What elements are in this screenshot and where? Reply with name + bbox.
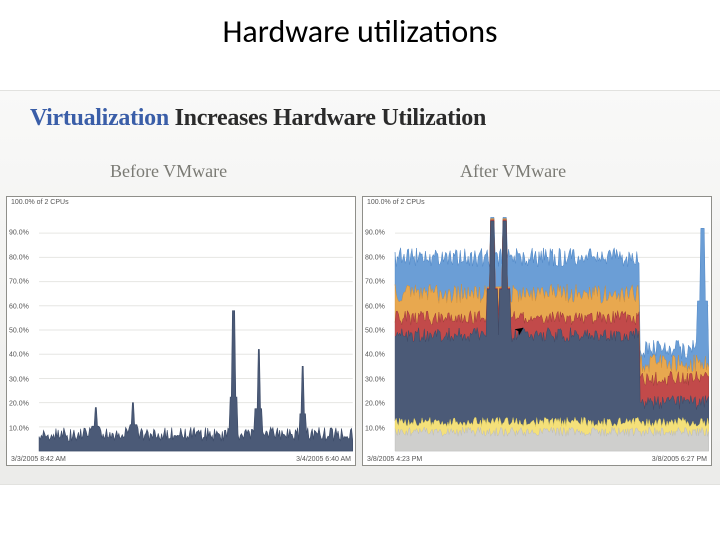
y-tick-label: 20.0% bbox=[365, 401, 385, 408]
y-tick-label: 30.0% bbox=[365, 376, 385, 383]
before-chart-svg bbox=[7, 197, 355, 465]
slide: Hardware utilizations Virtualization Inc… bbox=[0, 0, 720, 540]
y-tick-label: 80.0% bbox=[365, 254, 385, 261]
y-tick-label: 70.0% bbox=[9, 279, 29, 286]
y-tick-label: 10.0% bbox=[365, 425, 385, 432]
y-tick-label: 40.0% bbox=[9, 352, 29, 359]
after-chart-footer-right: 3/8/2005 6:27 PM bbox=[652, 456, 707, 463]
y-tick-label: 30.0% bbox=[9, 376, 29, 383]
before-chart: 100.0% of 2 CPUs 3/3/2005 8:42 AM 3/4/20… bbox=[6, 196, 356, 466]
y-tick-label: 90.0% bbox=[365, 230, 385, 237]
y-tick-label: 80.0% bbox=[9, 254, 29, 261]
y-tick-label: 50.0% bbox=[9, 328, 29, 335]
graphic-title: Virtualization Increases Hardware Utiliz… bbox=[30, 105, 486, 132]
graphic-area: Virtualization Increases Hardware Utiliz… bbox=[0, 90, 720, 485]
page-title: Hardware utilizations bbox=[0, 12, 720, 51]
before-chart-footer-right: 3/4/2005 6:40 AM bbox=[296, 456, 351, 463]
graphic-title-word: Virtualization bbox=[30, 105, 169, 131]
y-tick-label: 60.0% bbox=[9, 303, 29, 310]
graphic-title-word: Hardware Utilization bbox=[273, 105, 486, 131]
y-tick-label: 10.0% bbox=[9, 425, 29, 432]
y-tick-label: 70.0% bbox=[365, 279, 385, 286]
before-chart-header: 100.0% of 2 CPUs bbox=[11, 199, 69, 206]
y-tick-label: 90.0% bbox=[9, 230, 29, 237]
after-chart-footer-left: 3/8/2005 4:23 PM bbox=[367, 456, 422, 463]
before-label: Before VMware bbox=[110, 161, 227, 182]
y-tick-label: 60.0% bbox=[365, 303, 385, 310]
after-label: After VMware bbox=[460, 161, 566, 182]
y-tick-label: 20.0% bbox=[9, 401, 29, 408]
after-chart-header: 100.0% of 2 CPUs bbox=[367, 199, 425, 206]
before-chart-footer-left: 3/3/2005 8:42 AM bbox=[11, 456, 66, 463]
y-tick-label: 40.0% bbox=[365, 352, 385, 359]
y-tick-label: 50.0% bbox=[365, 328, 385, 335]
after-chart: 100.0% of 2 CPUs 3/8/2005 4:23 PM 3/8/20… bbox=[362, 196, 712, 466]
after-chart-svg bbox=[363, 197, 711, 465]
graphic-title-word: Increases bbox=[169, 105, 273, 131]
